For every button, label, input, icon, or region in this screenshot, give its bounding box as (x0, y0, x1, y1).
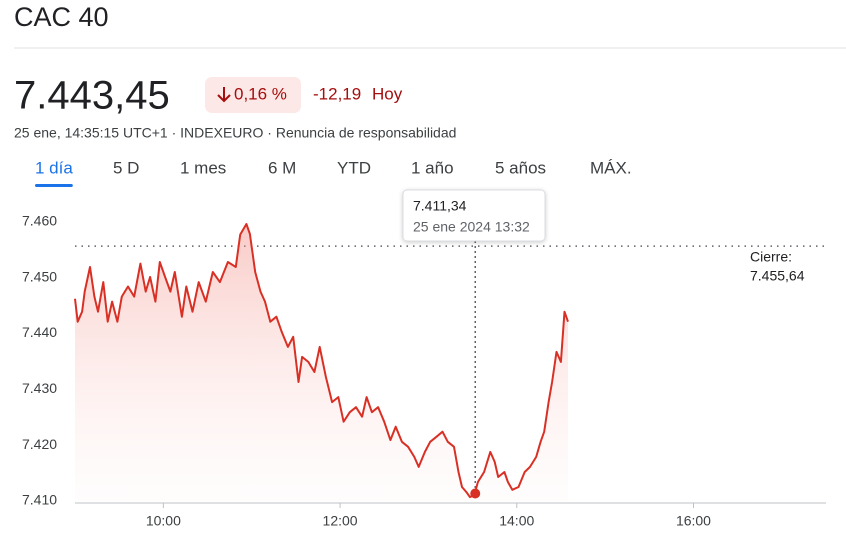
tooltip-time: 25 ene 2024 13:32 (413, 219, 530, 235)
range-tab[interactable]: 1 mes (180, 158, 226, 177)
subline: 25 ene, 14:35:15 UTC+1 · INDEXEURO · Ren… (14, 125, 456, 141)
x-tick-label: 12:00 (323, 513, 358, 529)
y-tick-label: 7.460 (22, 212, 57, 228)
x-tick-label: 16:00 (676, 513, 711, 529)
y-tick-label: 7.420 (22, 436, 57, 452)
change-badge (205, 77, 301, 113)
index-title: CAC 40 (14, 2, 109, 32)
range-tab[interactable]: MÁX. (590, 158, 632, 177)
change-period: Hoy (372, 84, 403, 103)
range-tab[interactable]: 5 D (113, 158, 139, 177)
y-tick-label: 7.430 (22, 380, 57, 396)
range-tab[interactable]: 1 año (411, 158, 454, 177)
area-fill (75, 224, 568, 501)
range-tab[interactable]: 5 años (495, 158, 546, 177)
range-tabs: 1 día 5 D 1 mes 6 M YTD 1 año 5 años MÁX. (35, 158, 632, 187)
range-tab[interactable]: YTD (337, 158, 371, 177)
range-tab[interactable]: 1 día (35, 158, 73, 177)
previous-close-value: 7.455,64 (750, 268, 805, 284)
previous-close-label: Cierre: (750, 249, 792, 265)
hover-dot (470, 488, 481, 499)
y-tick-label: 7.450 (22, 268, 57, 284)
y-tick-label: 7.440 (22, 324, 57, 340)
change-percent: 0,16 % (234, 84, 287, 103)
range-tab[interactable]: 6 M (268, 158, 296, 177)
tooltip-value: 7.411,34 (413, 198, 467, 214)
change-value: -12,19 (313, 84, 361, 103)
price-line (74, 223, 569, 499)
y-tick-label: 7.410 (22, 492, 57, 508)
x-tick-label: 14:00 (499, 513, 534, 529)
down-arrow-icon (217, 87, 231, 103)
tab-underline (35, 184, 73, 187)
price: 7.443,45 (14, 74, 170, 118)
x-tick-label: 10:00 (146, 513, 181, 529)
tooltip (402, 189, 546, 242)
chart: 7.460 7.450 7.440 7.430 7.420 7.410 10:00 12:00… (22, 189, 826, 529)
